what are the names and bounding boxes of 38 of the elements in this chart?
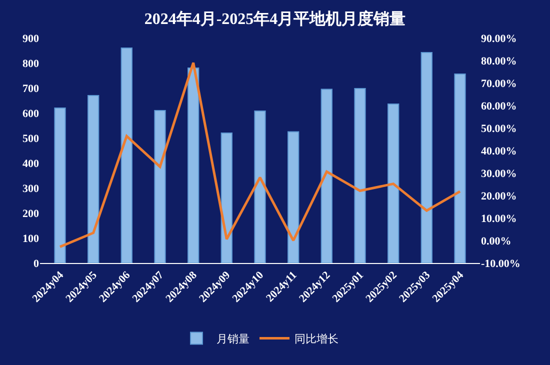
bar (420, 52, 432, 263)
bar (120, 48, 132, 263)
y-tick-label: 100 (22, 232, 40, 245)
bar (254, 110, 266, 263)
legend-label: 月销量 (216, 334, 250, 346)
y2-tick-label: 30.00% (481, 168, 517, 180)
y2-tick-label: 80.00% (481, 55, 517, 68)
y-tick-label: 300 (22, 182, 40, 195)
bar (454, 74, 466, 263)
bar (354, 88, 366, 263)
y2-tick-label: 10.00% (481, 212, 517, 225)
y-tick-label: 700 (22, 82, 40, 95)
y2-tick-label: 90.00% (481, 32, 517, 45)
bar (88, 95, 100, 263)
bar (220, 132, 232, 263)
bar (320, 88, 332, 263)
y2-tick-label: 50.00% (481, 122, 517, 135)
line-series (58, 62, 462, 248)
y-tick-label: 200 (22, 208, 40, 220)
y2-tick-label: -10.00% (481, 258, 520, 270)
y-tick-label: 900 (22, 32, 40, 45)
y2-tick-label: 0.00% (481, 235, 512, 248)
y-tick-label: 0 (34, 258, 40, 270)
bar (154, 110, 166, 263)
bar (288, 131, 300, 263)
chart-title: 2024年4月-2025年4月平地机月度销量 (144, 8, 406, 28)
bar (388, 104, 400, 263)
bar (54, 108, 66, 263)
y-tick-label: 400 (22, 158, 40, 170)
y2-tick-label: 60.00% (481, 100, 517, 112)
y2-tick-label: 40.00% (481, 145, 517, 158)
y-tick-label: 800 (22, 58, 40, 70)
y2-tick-label: 70.00% (481, 78, 517, 90)
y-tick-label: 500 (22, 132, 40, 145)
y2-tick-label: 20.00% (481, 190, 517, 202)
legend-label: 同比增长 (294, 332, 338, 346)
y-tick-label: 600 (22, 108, 40, 120)
bar (188, 68, 200, 263)
